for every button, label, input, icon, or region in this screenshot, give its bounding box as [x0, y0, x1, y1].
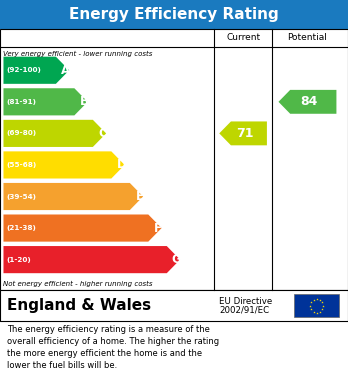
Text: A: A: [61, 64, 70, 77]
Text: Energy Efficiency Rating: Energy Efficiency Rating: [69, 7, 279, 22]
Bar: [0, 0, 348, 29]
Text: Not energy efficient - higher running costs: Not energy efficient - higher running co…: [3, 281, 153, 287]
Text: The energy efficiency rating is a measure of the
overall efficiency of a home. T: The energy efficiency rating is a measur…: [7, 325, 219, 370]
Text: EU Directive: EU Directive: [219, 296, 272, 306]
Text: 84: 84: [301, 95, 318, 108]
Polygon shape: [3, 215, 161, 242]
Bar: [0, 29, 348, 290]
Text: D: D: [117, 158, 126, 171]
Bar: [294, 294, 339, 317]
Polygon shape: [219, 122, 267, 145]
Text: (55-68): (55-68): [6, 162, 37, 168]
Text: Potential: Potential: [287, 33, 327, 43]
Text: (1-20): (1-20): [6, 256, 31, 263]
Polygon shape: [3, 151, 125, 179]
Text: C: C: [98, 127, 107, 140]
Text: 2002/91/EC: 2002/91/EC: [219, 306, 269, 315]
Text: (69-80): (69-80): [6, 130, 37, 136]
Polygon shape: [278, 90, 337, 114]
Text: (81-91): (81-91): [6, 99, 36, 105]
Text: England & Wales: England & Wales: [7, 298, 151, 313]
Text: (39-54): (39-54): [6, 194, 36, 199]
Text: G: G: [172, 253, 182, 266]
Text: B: B: [80, 95, 89, 108]
Text: F: F: [154, 222, 162, 235]
Polygon shape: [3, 57, 69, 84]
Bar: [0, 290, 348, 321]
Text: (21-38): (21-38): [6, 225, 36, 231]
Polygon shape: [3, 246, 180, 273]
Polygon shape: [3, 183, 143, 210]
Polygon shape: [3, 88, 88, 115]
Text: Very energy efficient - lower running costs: Very energy efficient - lower running co…: [3, 50, 153, 57]
Polygon shape: [3, 120, 106, 147]
Text: Current: Current: [226, 33, 260, 43]
Text: (92-100): (92-100): [6, 67, 41, 73]
Text: 71: 71: [236, 127, 254, 140]
Text: E: E: [136, 190, 144, 203]
